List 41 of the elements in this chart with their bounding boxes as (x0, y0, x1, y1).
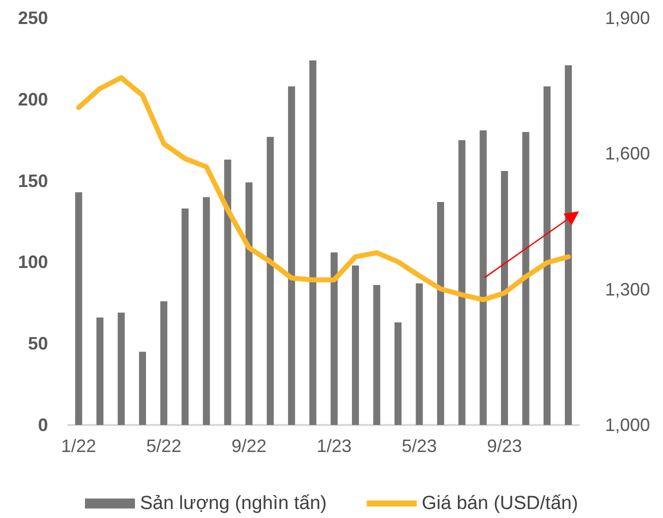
bar (416, 283, 423, 425)
bar (309, 60, 316, 425)
bar (224, 160, 232, 425)
bar (544, 86, 551, 425)
y2-tick-label: 1,600 (605, 144, 650, 164)
y-tick-label: 50 (28, 334, 48, 354)
y-tick-label: 200 (18, 89, 48, 110)
x-tick-label: 9/22 (231, 436, 267, 456)
legend-label: Giá bán (USD/tấn) (422, 493, 578, 514)
bar (500, 171, 508, 425)
x-tick-label: 1/22 (61, 436, 96, 456)
bar (182, 208, 189, 425)
bar (245, 182, 252, 425)
y2-tick-label: 1,900 (605, 8, 650, 28)
bar (202, 197, 210, 425)
bar (352, 265, 359, 425)
x-tick-label: 5/22 (146, 436, 182, 456)
y-tick-label: 0 (38, 415, 48, 435)
y2-tick-label: 1,300 (605, 279, 650, 300)
bar (394, 322, 402, 425)
bar (118, 312, 125, 425)
y-tick-label: 250 (18, 8, 48, 28)
y-tick-label: 100 (18, 252, 48, 272)
bar (96, 318, 104, 425)
bar (160, 301, 168, 425)
y-tick-label: 150 (18, 170, 48, 191)
x-tick-label: 9/23 (486, 436, 522, 456)
bar (522, 132, 530, 425)
bar (458, 140, 466, 425)
x-tick-label: 1/23 (316, 436, 352, 456)
bar (373, 284, 380, 425)
y2-tick-label: 1,000 (605, 415, 650, 435)
bar (437, 202, 444, 425)
legend-label: Sản lượng (nghìn tấn) (140, 493, 327, 514)
bar (330, 252, 338, 425)
x-tick-label: 5/23 (402, 436, 437, 456)
bar (139, 352, 146, 425)
bar (288, 86, 296, 425)
bar (266, 136, 274, 425)
bar (75, 192, 82, 425)
bar (480, 130, 487, 425)
